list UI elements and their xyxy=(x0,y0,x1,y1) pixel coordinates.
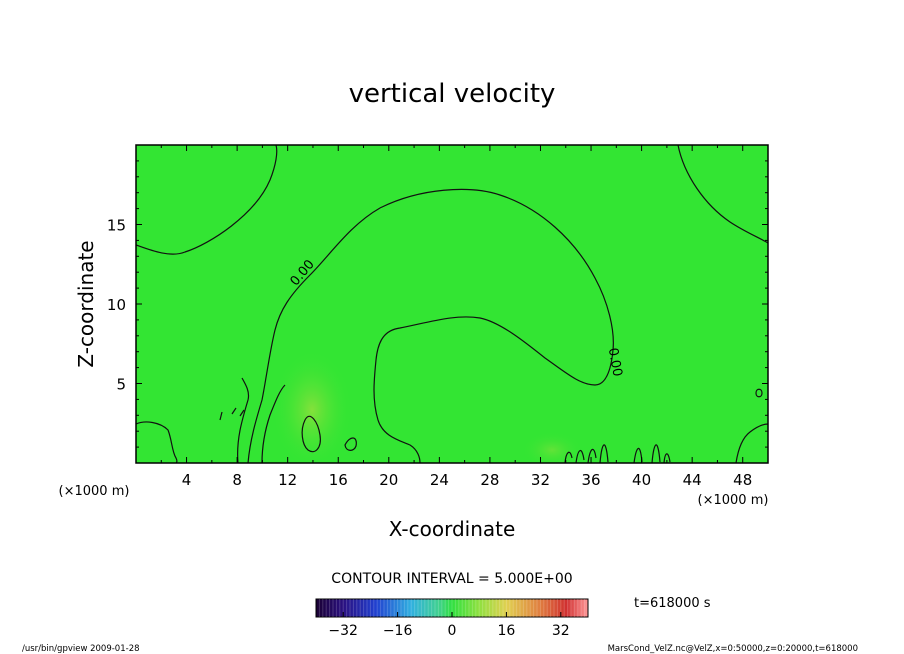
x-tick-label: 44 xyxy=(683,471,702,489)
colorbar-tick-label: −16 xyxy=(383,623,413,639)
footer-left: /usr/bin/gpview 2009-01-28 xyxy=(22,644,140,654)
contour-left-2 xyxy=(237,377,250,463)
x-tick-label: 16 xyxy=(329,471,348,489)
y-tick-label: 15 xyxy=(107,217,126,235)
contour-top-right xyxy=(677,145,768,244)
x-axis-ticks: 4 8 12 16 20 24 28 32 36 40 44 48 xyxy=(160,145,752,489)
x-tick-label: 12 xyxy=(278,471,297,489)
x-tick-label: 32 xyxy=(531,471,550,489)
colorbar-tick-label: 16 xyxy=(497,623,515,639)
contour-label: 0.00 xyxy=(605,347,625,378)
x-tick-label: 48 xyxy=(733,471,752,489)
y-tick-label: 10 xyxy=(107,296,126,314)
contour-wiggle-2 xyxy=(344,437,357,451)
chart-title: vertical velocity xyxy=(349,79,556,109)
colorbar-tick-label: 0 xyxy=(448,623,457,639)
contour-main xyxy=(247,188,614,463)
colorbar-stripes xyxy=(318,599,586,617)
y-unit-label: (×1000 m) xyxy=(59,484,130,499)
contour-small-right xyxy=(755,388,763,398)
x-tick-label: 8 xyxy=(232,471,242,489)
contour-small-loop xyxy=(301,415,321,453)
contour-bottom-left xyxy=(136,421,178,463)
contour-lines xyxy=(136,145,768,463)
colorbar-ticks: −32 −16 0 16 32 xyxy=(328,612,570,639)
y-axis-label: Z-coordinate xyxy=(74,240,98,367)
footer-right: MarsCond_VelZ.nc@VelZ,x=0:50000,z=0:2000… xyxy=(608,644,858,654)
contour-interval-text: CONTOUR INTERVAL = 5.000E+00 xyxy=(331,571,572,587)
heatmap-field xyxy=(136,145,768,463)
x-tick-label: 24 xyxy=(430,471,449,489)
contour-wiggle-1 xyxy=(261,384,286,463)
x-axis-label: X-coordinate xyxy=(389,517,516,541)
colorbar-tick-label: −32 xyxy=(328,623,358,639)
contour-bottom-right xyxy=(735,423,768,463)
y-tick-label: 5 xyxy=(116,376,126,394)
x-tick-label: 36 xyxy=(581,471,600,489)
time-label: t=618000 s xyxy=(634,596,711,611)
colorbar-tick-label: 32 xyxy=(552,623,570,639)
x-tick-label: 20 xyxy=(379,471,398,489)
x-tick-label: 4 xyxy=(182,471,192,489)
x-tick-label: 28 xyxy=(480,471,499,489)
contour-ticks-3 xyxy=(219,407,245,421)
x-unit-label: (×1000 m) xyxy=(698,493,769,508)
y-axis-ticks: 5 10 15 xyxy=(107,160,768,448)
x-tick-label: 40 xyxy=(632,471,651,489)
warm-patch xyxy=(272,350,352,463)
contour-top-left xyxy=(136,145,278,255)
contour-ticks-1 xyxy=(564,444,609,463)
